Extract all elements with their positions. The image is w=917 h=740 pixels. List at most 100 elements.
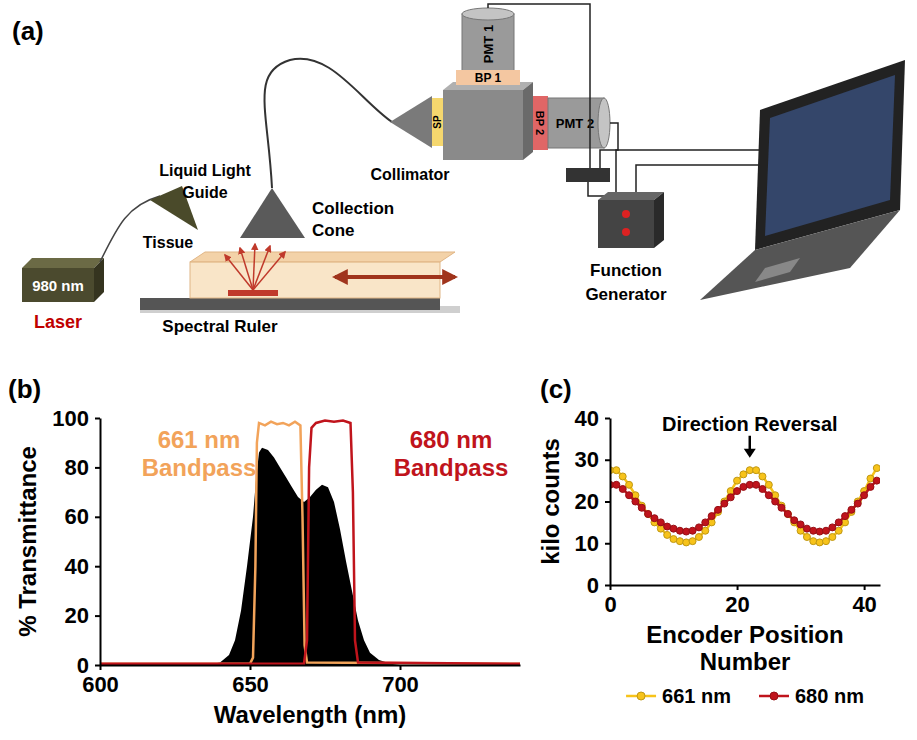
marker xyxy=(702,527,709,534)
collection-cone xyxy=(240,188,305,238)
text-line: BP 2 xyxy=(534,111,546,135)
tick-mark xyxy=(605,459,610,461)
wire xyxy=(488,4,590,168)
tick-mark xyxy=(95,615,100,617)
axis: 600650700 xyxy=(82,665,520,697)
emission-arrow xyxy=(253,252,285,290)
tick: 20 xyxy=(65,603,100,628)
tick: 700 xyxy=(382,665,419,697)
marker xyxy=(664,531,671,538)
pmt1-label: PMT 1 xyxy=(481,25,496,63)
marker xyxy=(765,492,772,499)
axis-title: Encoder PositionNumber xyxy=(646,621,843,675)
tick-label: 10 xyxy=(575,531,599,556)
pmt2 xyxy=(548,98,604,148)
tick-mark xyxy=(250,665,252,670)
tissue-slab xyxy=(190,262,440,298)
marker xyxy=(759,473,766,480)
marker xyxy=(651,515,658,522)
text-line: Bandpass xyxy=(142,454,257,481)
text-line: kilo counts xyxy=(537,438,564,565)
tick-label: 0 xyxy=(587,573,599,598)
legend-entry: 661 nm xyxy=(626,685,731,707)
marker xyxy=(734,477,741,484)
sp-label: SP xyxy=(432,115,443,129)
pmt1-cap xyxy=(462,8,514,20)
figure: (a)Spectral Ruler980 nmLaserTissueCollec… xyxy=(0,0,917,740)
marker xyxy=(861,492,868,499)
tick-label: 0 xyxy=(604,592,616,617)
generator-side xyxy=(654,192,664,248)
axis: 020406080100 xyxy=(52,406,100,678)
line xyxy=(100,420,520,663)
tick: 20 xyxy=(725,585,749,617)
light-guide-label: Liquid LightGuide xyxy=(159,162,251,201)
tick-mark xyxy=(864,585,866,590)
emission-arrow xyxy=(253,246,270,290)
tick-mark xyxy=(605,585,610,587)
marker xyxy=(676,538,683,545)
marker xyxy=(823,527,830,534)
text-line: 680 nm xyxy=(410,426,493,453)
tick-label: 30 xyxy=(575,447,599,472)
pmt1 xyxy=(462,14,514,72)
marker xyxy=(873,465,880,472)
chart: (b)600650700020406080100% TransmittanceW… xyxy=(8,374,521,728)
collimator-label: Collimator xyxy=(370,166,449,183)
axis-title: Wavelength (nm) xyxy=(214,701,406,728)
laser-top xyxy=(22,258,104,268)
tick-mark xyxy=(605,543,610,545)
laptop-touchpad xyxy=(755,258,800,282)
axis: 010203040 xyxy=(575,406,611,598)
setup-diagram: (a)Spectral Ruler980 nmLaserTissueCollec… xyxy=(12,4,905,336)
marker xyxy=(829,533,836,540)
text-line: Liquid Light xyxy=(159,162,251,179)
tick-mark xyxy=(400,665,402,670)
tick-mark xyxy=(95,516,100,518)
marker xyxy=(740,471,747,478)
tick: 80 xyxy=(65,455,100,480)
tick-label: 40 xyxy=(65,554,89,579)
pmt2-cap xyxy=(598,98,610,148)
text-line: (b) xyxy=(8,374,41,404)
generator-light xyxy=(622,228,630,236)
tick-label: 0 xyxy=(77,653,89,678)
marker xyxy=(638,504,645,511)
marker xyxy=(721,500,728,507)
axis-line xyxy=(611,585,881,587)
legend-marker xyxy=(637,692,645,700)
marker xyxy=(734,488,741,495)
tick-mark xyxy=(95,566,100,568)
marker xyxy=(619,473,626,480)
marker xyxy=(835,527,842,534)
marker xyxy=(867,483,874,490)
plot-marks xyxy=(100,420,520,665)
text-line: PMT 2 xyxy=(556,116,594,131)
marker xyxy=(619,485,626,492)
marker xyxy=(873,477,880,484)
tick-label: 20 xyxy=(575,489,599,514)
marker xyxy=(613,481,620,488)
tick-mark xyxy=(605,418,610,420)
marker xyxy=(645,511,652,518)
text-line: BP 1 xyxy=(475,71,502,85)
tissue-label: Tissue xyxy=(143,234,194,251)
text-line: Number xyxy=(700,648,791,675)
marker xyxy=(848,506,855,513)
text-line: PMT 1 xyxy=(481,25,496,63)
wire xyxy=(636,165,760,192)
text-line: Wavelength (nm) xyxy=(214,701,406,728)
pmt2-label: PMT 2 xyxy=(556,116,594,131)
marker xyxy=(715,506,722,513)
marker xyxy=(613,467,620,474)
marker xyxy=(753,481,760,488)
annotation: Direction Reversal xyxy=(662,413,838,435)
axis: 02040 xyxy=(604,585,880,617)
marker xyxy=(689,538,696,545)
annotation-arrowhead xyxy=(744,449,756,458)
spectral-ruler xyxy=(140,298,440,310)
marker xyxy=(784,511,791,518)
marker xyxy=(683,539,690,546)
legend-label: 680 nm xyxy=(795,685,864,707)
tick-mark xyxy=(605,501,610,503)
